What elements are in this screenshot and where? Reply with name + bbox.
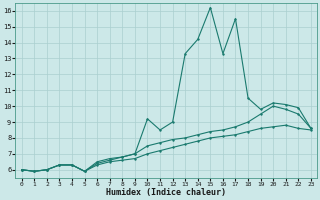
X-axis label: Humidex (Indice chaleur): Humidex (Indice chaleur) [106,188,226,197]
